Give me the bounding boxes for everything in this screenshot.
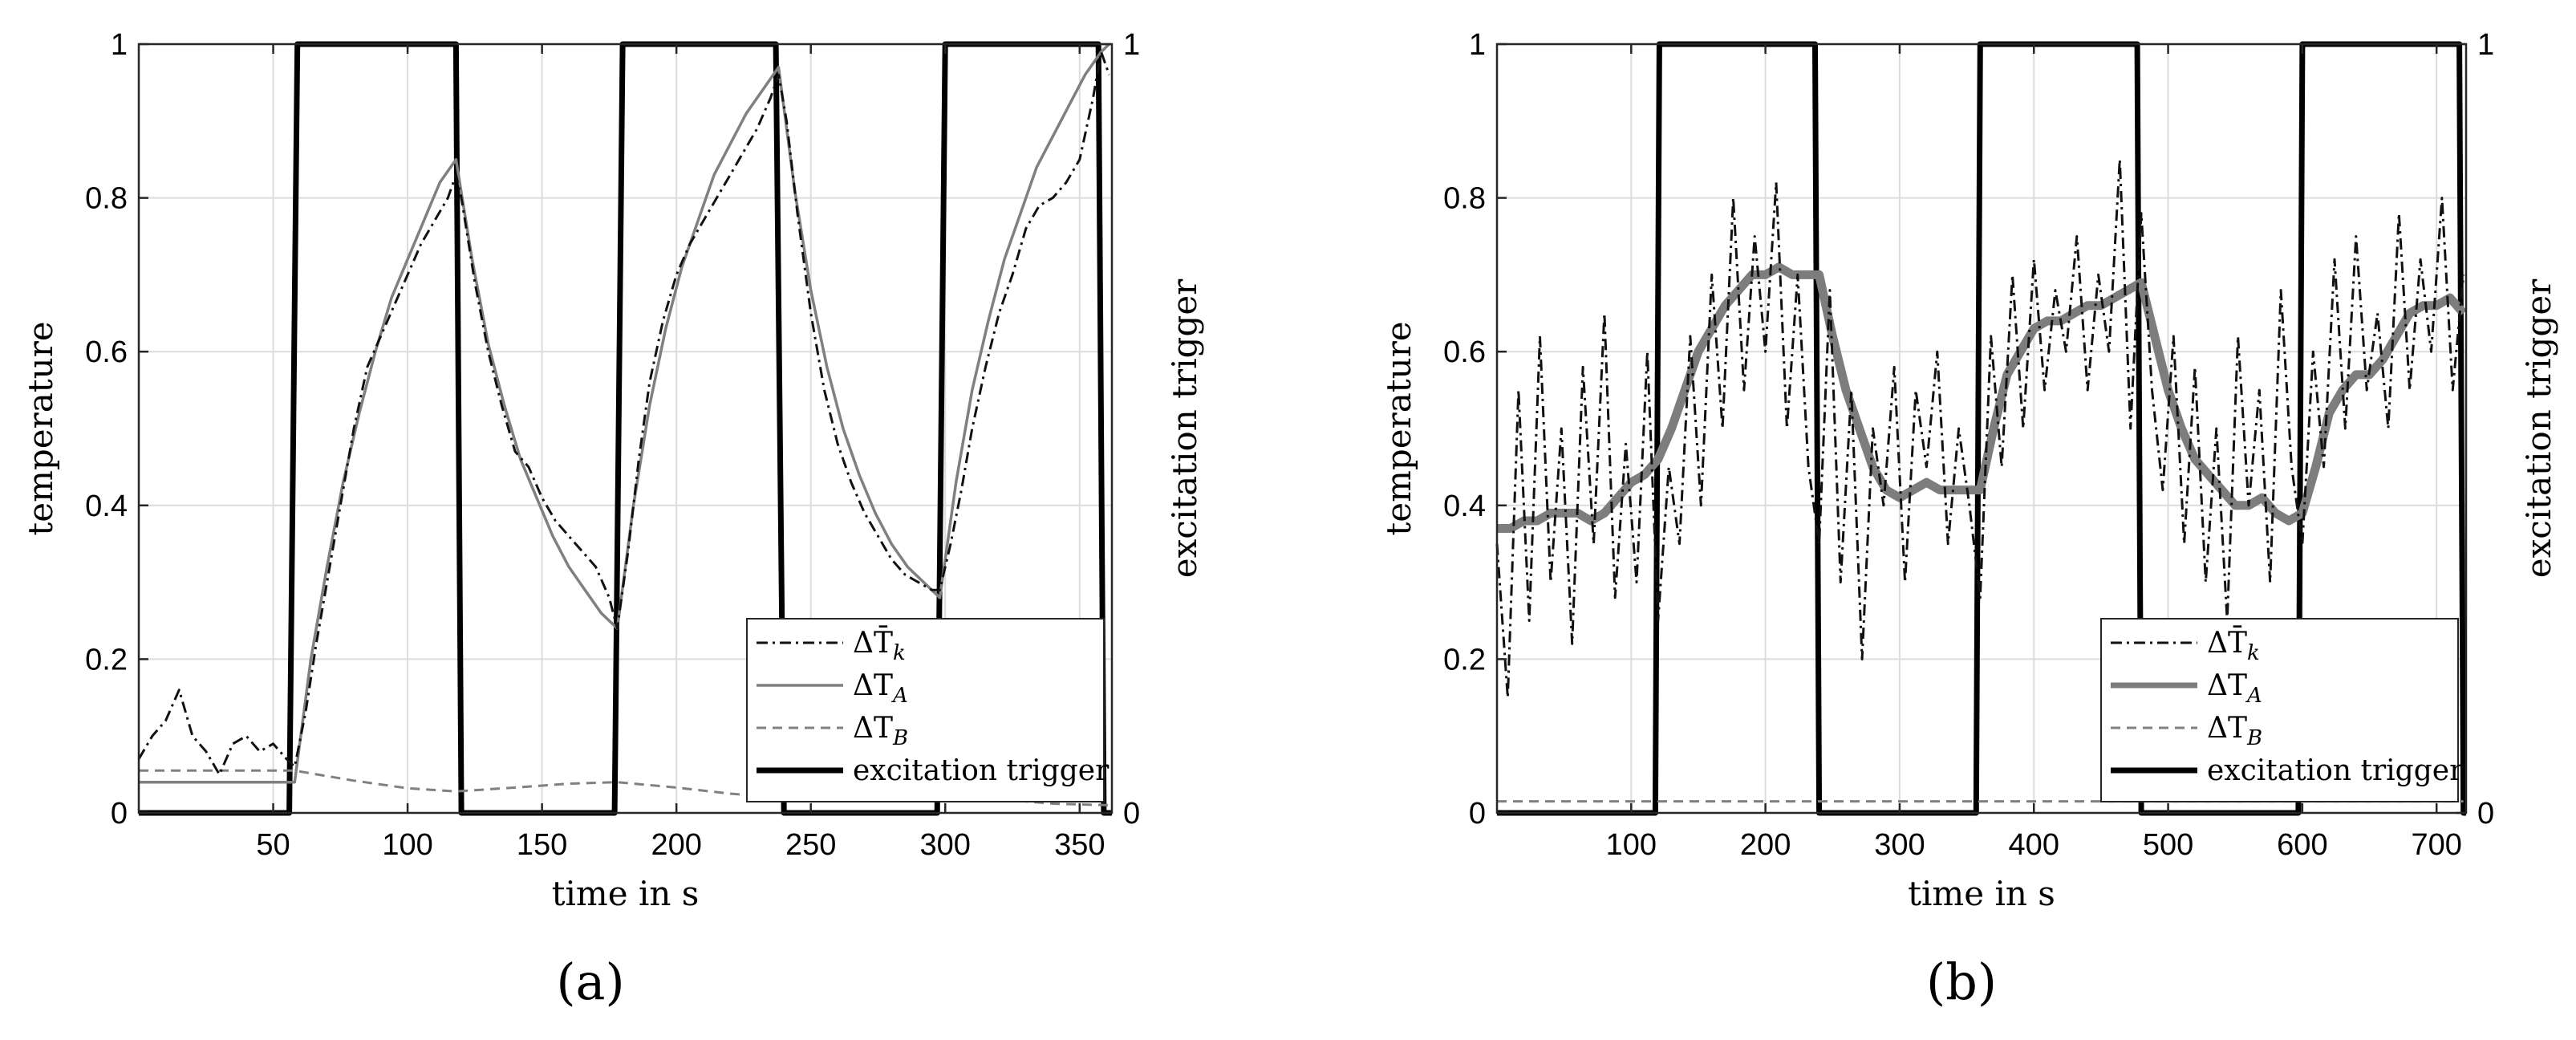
y-ticks-a: 0 0.2 0.4 0.6 0.8 1 [85,28,148,831]
y-tick-label: 0.8 [85,182,128,216]
axes-frame-a [137,43,1114,815]
x-tick-label: 50 [256,828,290,862]
y-axis-label-b: temperature [1379,321,1418,535]
y-tick-label: 0.2 [85,643,128,676]
axes-frame-b [1495,43,2468,815]
y-tick-label: 0 [111,797,128,831]
x-ticks-a: 50 100 150 200 250 300 350 [256,44,1105,862]
x-tick-label: 100 [1606,828,1657,862]
series-line-k [1495,158,2465,699]
series-line-a [1497,262,2467,533]
legend-label: ΔTB [2207,712,2262,750]
y-axis-label-right-a: excitation trigger [1165,278,1204,578]
y-tick-label: 0 [1469,797,1486,831]
panel-label-a: (a) [556,953,624,1011]
x-tick-label: 350 [1054,828,1105,862]
x-tick-label: 700 [2411,828,2461,862]
y-tick-label-right: 0 [2477,797,2494,831]
y-axis-label-right-b: excitation trigger [2519,278,2558,578]
legend-label: excitation trigger [2207,754,2464,787]
y-tick-label: 0.4 [1443,490,1486,523]
y-tick-label: 0.6 [85,335,128,369]
y-ticks-right-a: 01 [1102,28,1140,831]
x-tick-label: 300 [920,828,971,862]
x-tick-label: 500 [2143,828,2193,862]
y-tick-label: 0.6 [1443,335,1486,369]
y-tick-label: 0.4 [85,490,128,523]
legend-label: ΔTA [853,669,908,708]
panel-label-b: (b) [1926,953,1997,1011]
series-line-a [139,43,1110,784]
x-axis-label-b: time in s [1908,874,2055,913]
y-ticks-right-b: 01 [2456,28,2494,831]
legend-label: excitation trigger [853,754,1110,787]
y-tick-label: 0.2 [1443,643,1486,676]
y-tick-label: 0.8 [1443,182,1486,216]
x-axis-label-a: time in s [552,874,700,913]
x-tick-label: 150 [517,828,567,862]
x-ticks-b: 100 200 300 400 500 600 700 [1606,44,2462,862]
series-line-k [137,51,1111,776]
y-tick-label: 1 [111,28,128,62]
y-axis-label-a: temperature [21,321,60,535]
y-tick-label: 1 [1469,28,1486,62]
x-tick-label: 250 [785,828,836,862]
x-tick-label: 400 [2009,828,2059,862]
panel-b: 100 200 300 400 500 600 700 00.20.40.60.81 01 … [1379,28,2558,1011]
y-ticks-b: 0 0.2 0.4 0.6 0.8 1 [1443,28,1507,831]
y-tick-label-right: 0 [1123,797,1140,831]
y-tick-label-right: 1 [1123,28,1140,62]
x-tick-label: 600 [2277,828,2327,862]
x-tick-label: 200 [651,828,701,862]
y-tick-label-right: 1 [2477,28,2494,62]
x-tick-label: 100 [382,828,432,862]
x-tick-label: 300 [1874,828,1925,862]
x-tick-label: 200 [1740,828,1791,862]
panel-a: 50 100 150 200 250 300 350 00.20.40.60.81 01 t… [21,28,1204,1011]
